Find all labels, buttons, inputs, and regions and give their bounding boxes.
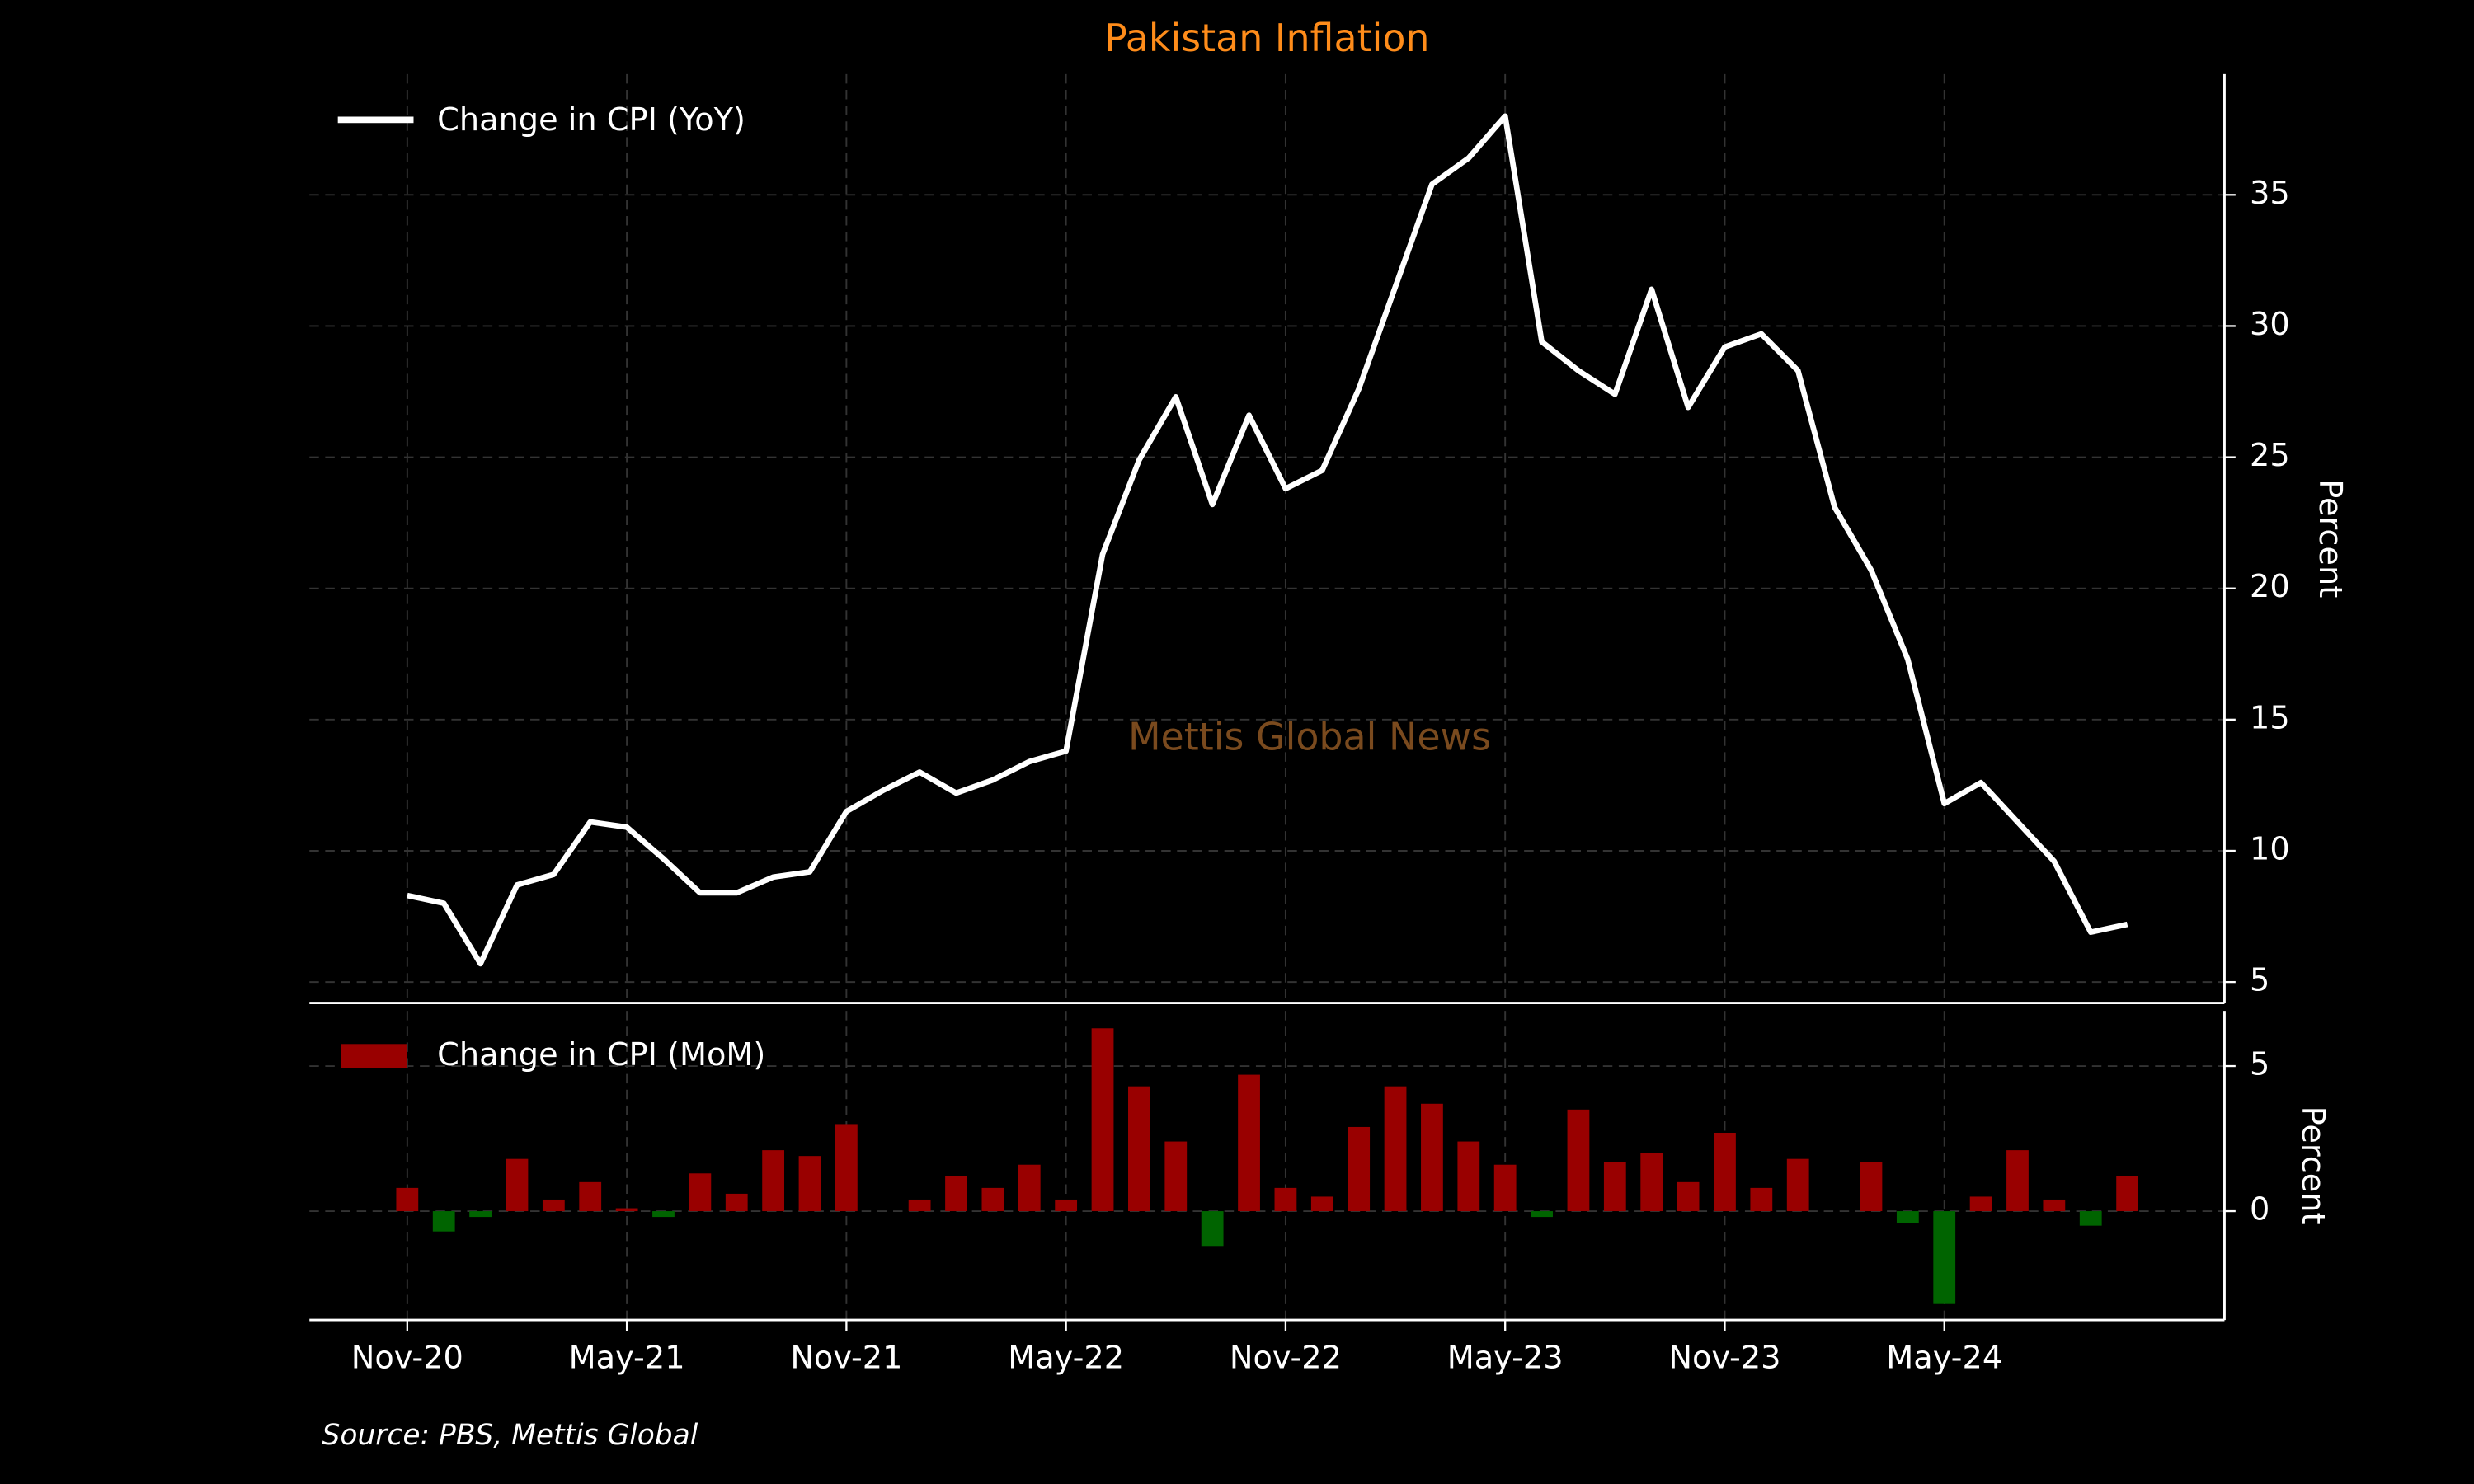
x-tick-label: Nov-23 <box>1668 1339 1780 1376</box>
y-axis-label: Percent <box>2294 1106 2331 1225</box>
bar <box>1750 1187 1773 1212</box>
bar <box>506 1158 529 1212</box>
bar <box>2116 1176 2139 1212</box>
y-tick-label: 10 <box>2250 830 2290 867</box>
y-axis-label: Percent <box>2312 479 2349 598</box>
bar <box>835 1124 858 1212</box>
bar <box>396 1187 419 1212</box>
bar <box>469 1211 492 1218</box>
y-tick-label: 5 <box>2250 962 2269 999</box>
bar <box>1714 1132 1736 1212</box>
bar <box>1677 1181 1700 1212</box>
bar <box>1640 1153 1663 1212</box>
bar <box>1348 1126 1371 1212</box>
bar <box>1933 1211 1956 1304</box>
bar <box>1457 1141 1480 1212</box>
bar <box>1567 1109 1590 1212</box>
bar <box>762 1150 785 1212</box>
bar <box>1860 1162 1883 1212</box>
x-tick-label: May-24 <box>1886 1339 2002 1376</box>
y-tick-label: 35 <box>2250 175 2290 212</box>
x-tick-label: May-21 <box>569 1339 685 1376</box>
x-tick-label: May-22 <box>1008 1339 1124 1376</box>
bar <box>1531 1211 1553 1218</box>
legend-swatch <box>341 1044 407 1068</box>
watermark: Mettis Global News <box>1128 715 1491 759</box>
bar <box>2043 1199 2066 1212</box>
bar <box>432 1211 455 1232</box>
bar <box>1493 1164 1517 1212</box>
legend-label: Change in CPI (YoY) <box>437 101 745 139</box>
bar <box>1603 1162 1626 1212</box>
legend-label: Change in CPI (MoM) <box>437 1036 765 1073</box>
y-tick-label: 0 <box>2250 1191 2269 1228</box>
bar <box>1238 1074 1260 1212</box>
bar <box>725 1193 748 1212</box>
bar <box>1018 1164 1041 1212</box>
bar <box>1091 1028 1114 1212</box>
y-tick-label: 30 <box>2250 306 2290 343</box>
y-tick-label: 15 <box>2250 699 2290 736</box>
x-tick-label: May-23 <box>1447 1339 1564 1376</box>
x-tick-label: Nov-21 <box>790 1339 902 1376</box>
x-tick-label: Nov-22 <box>1230 1339 1342 1376</box>
y-tick-label: 25 <box>2250 437 2290 474</box>
source-note: Source: PBS, Mettis Global <box>322 1419 698 1452</box>
bar <box>1128 1086 1150 1212</box>
bar <box>1055 1199 1078 1212</box>
bar <box>579 1181 602 1212</box>
bar <box>798 1156 821 1212</box>
bar <box>1201 1211 1224 1247</box>
bar <box>542 1199 565 1212</box>
y-tick-label: 20 <box>2250 568 2290 605</box>
bar <box>1896 1211 1919 1223</box>
x-tick-label: Nov-20 <box>351 1339 463 1376</box>
bar <box>981 1187 1004 1212</box>
bar <box>1969 1196 1992 1212</box>
bar <box>689 1173 712 1212</box>
cpi-line <box>407 113 2128 967</box>
bar <box>2006 1150 2029 1212</box>
bar <box>1384 1086 1407 1212</box>
bar <box>1421 1103 1443 1212</box>
bar <box>1164 1141 1188 1212</box>
bar <box>615 1208 638 1212</box>
bar <box>1310 1196 1333 1212</box>
bar <box>908 1199 931 1212</box>
bar <box>2079 1211 2102 1226</box>
bar <box>1274 1187 1297 1212</box>
bar <box>945 1176 967 1212</box>
bar <box>1786 1158 1809 1212</box>
chart-title: Pakistan Inflation <box>1104 16 1429 60</box>
y-tick-label: 5 <box>2250 1046 2269 1083</box>
bar <box>652 1211 675 1218</box>
